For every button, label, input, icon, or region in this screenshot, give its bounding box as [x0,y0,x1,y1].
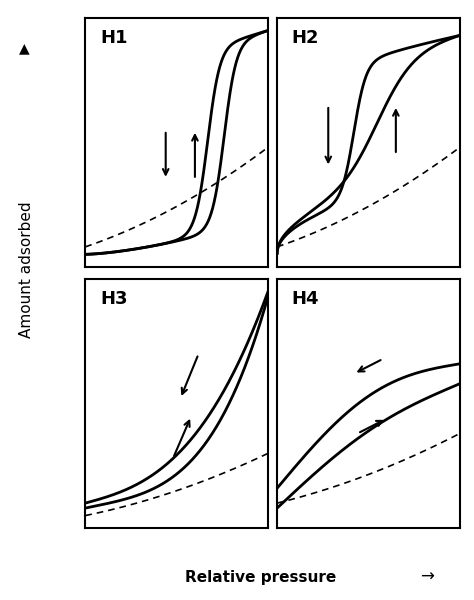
Text: H1: H1 [100,29,128,47]
Text: Relative pressure: Relative pressure [185,570,337,585]
Text: H2: H2 [292,29,319,47]
Text: Amount adsorbed: Amount adsorbed [19,202,34,338]
Text: H3: H3 [100,290,128,308]
Text: H4: H4 [292,290,319,308]
Text: →: → [419,568,434,586]
Text: ▲: ▲ [19,41,29,55]
